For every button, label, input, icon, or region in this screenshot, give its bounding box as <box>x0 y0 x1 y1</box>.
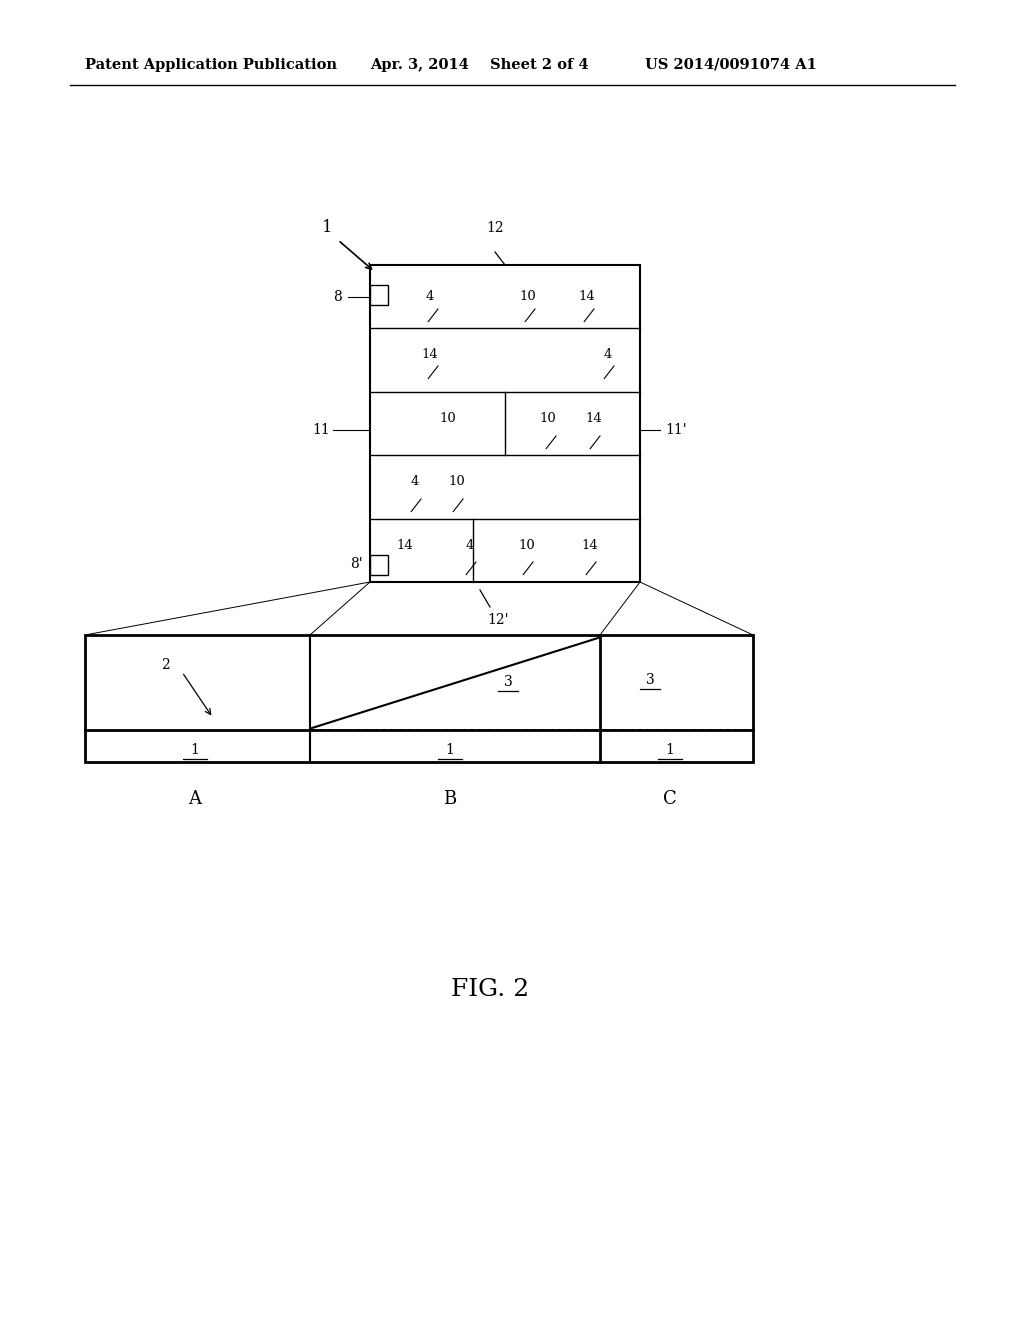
Bar <box>370 265 640 582</box>
Text: 12': 12' <box>487 612 509 627</box>
Text: 10: 10 <box>439 412 457 425</box>
Text: 3: 3 <box>645 673 654 686</box>
Text: Patent Application Publication: Patent Application Publication <box>85 58 337 73</box>
Text: 4: 4 <box>411 475 419 488</box>
Text: 1: 1 <box>322 219 333 236</box>
Text: 8': 8' <box>350 557 362 572</box>
Text: 14: 14 <box>586 412 602 425</box>
Text: 10: 10 <box>519 290 537 304</box>
Text: 14: 14 <box>396 539 414 552</box>
Text: 1: 1 <box>666 743 675 756</box>
Text: 4: 4 <box>466 539 474 552</box>
Text: 14: 14 <box>579 290 595 304</box>
Text: 14: 14 <box>422 348 438 362</box>
Text: 10: 10 <box>518 539 536 552</box>
Bar <box>85 635 753 762</box>
Text: 14: 14 <box>582 539 598 552</box>
Text: 11: 11 <box>312 422 330 437</box>
Text: Apr. 3, 2014: Apr. 3, 2014 <box>370 58 469 73</box>
Text: A: A <box>188 789 202 808</box>
Text: 11': 11' <box>665 422 687 437</box>
Text: 2: 2 <box>161 657 169 672</box>
Text: 1: 1 <box>190 743 200 756</box>
Text: 4: 4 <box>604 348 612 362</box>
Bar <box>370 285 388 305</box>
Text: Sheet 2 of 4: Sheet 2 of 4 <box>490 58 589 73</box>
Text: US 2014/0091074 A1: US 2014/0091074 A1 <box>645 58 817 73</box>
Text: 4: 4 <box>426 290 434 304</box>
Bar <box>370 554 388 576</box>
Text: 12: 12 <box>486 220 504 235</box>
Text: B: B <box>443 789 457 808</box>
Text: C: C <box>664 789 677 808</box>
Text: 10: 10 <box>540 412 556 425</box>
Text: FIG. 2: FIG. 2 <box>451 978 529 1002</box>
Text: 1: 1 <box>445 743 455 756</box>
Text: 8: 8 <box>333 290 342 304</box>
Text: 10: 10 <box>449 475 465 488</box>
Text: 3: 3 <box>504 675 512 689</box>
